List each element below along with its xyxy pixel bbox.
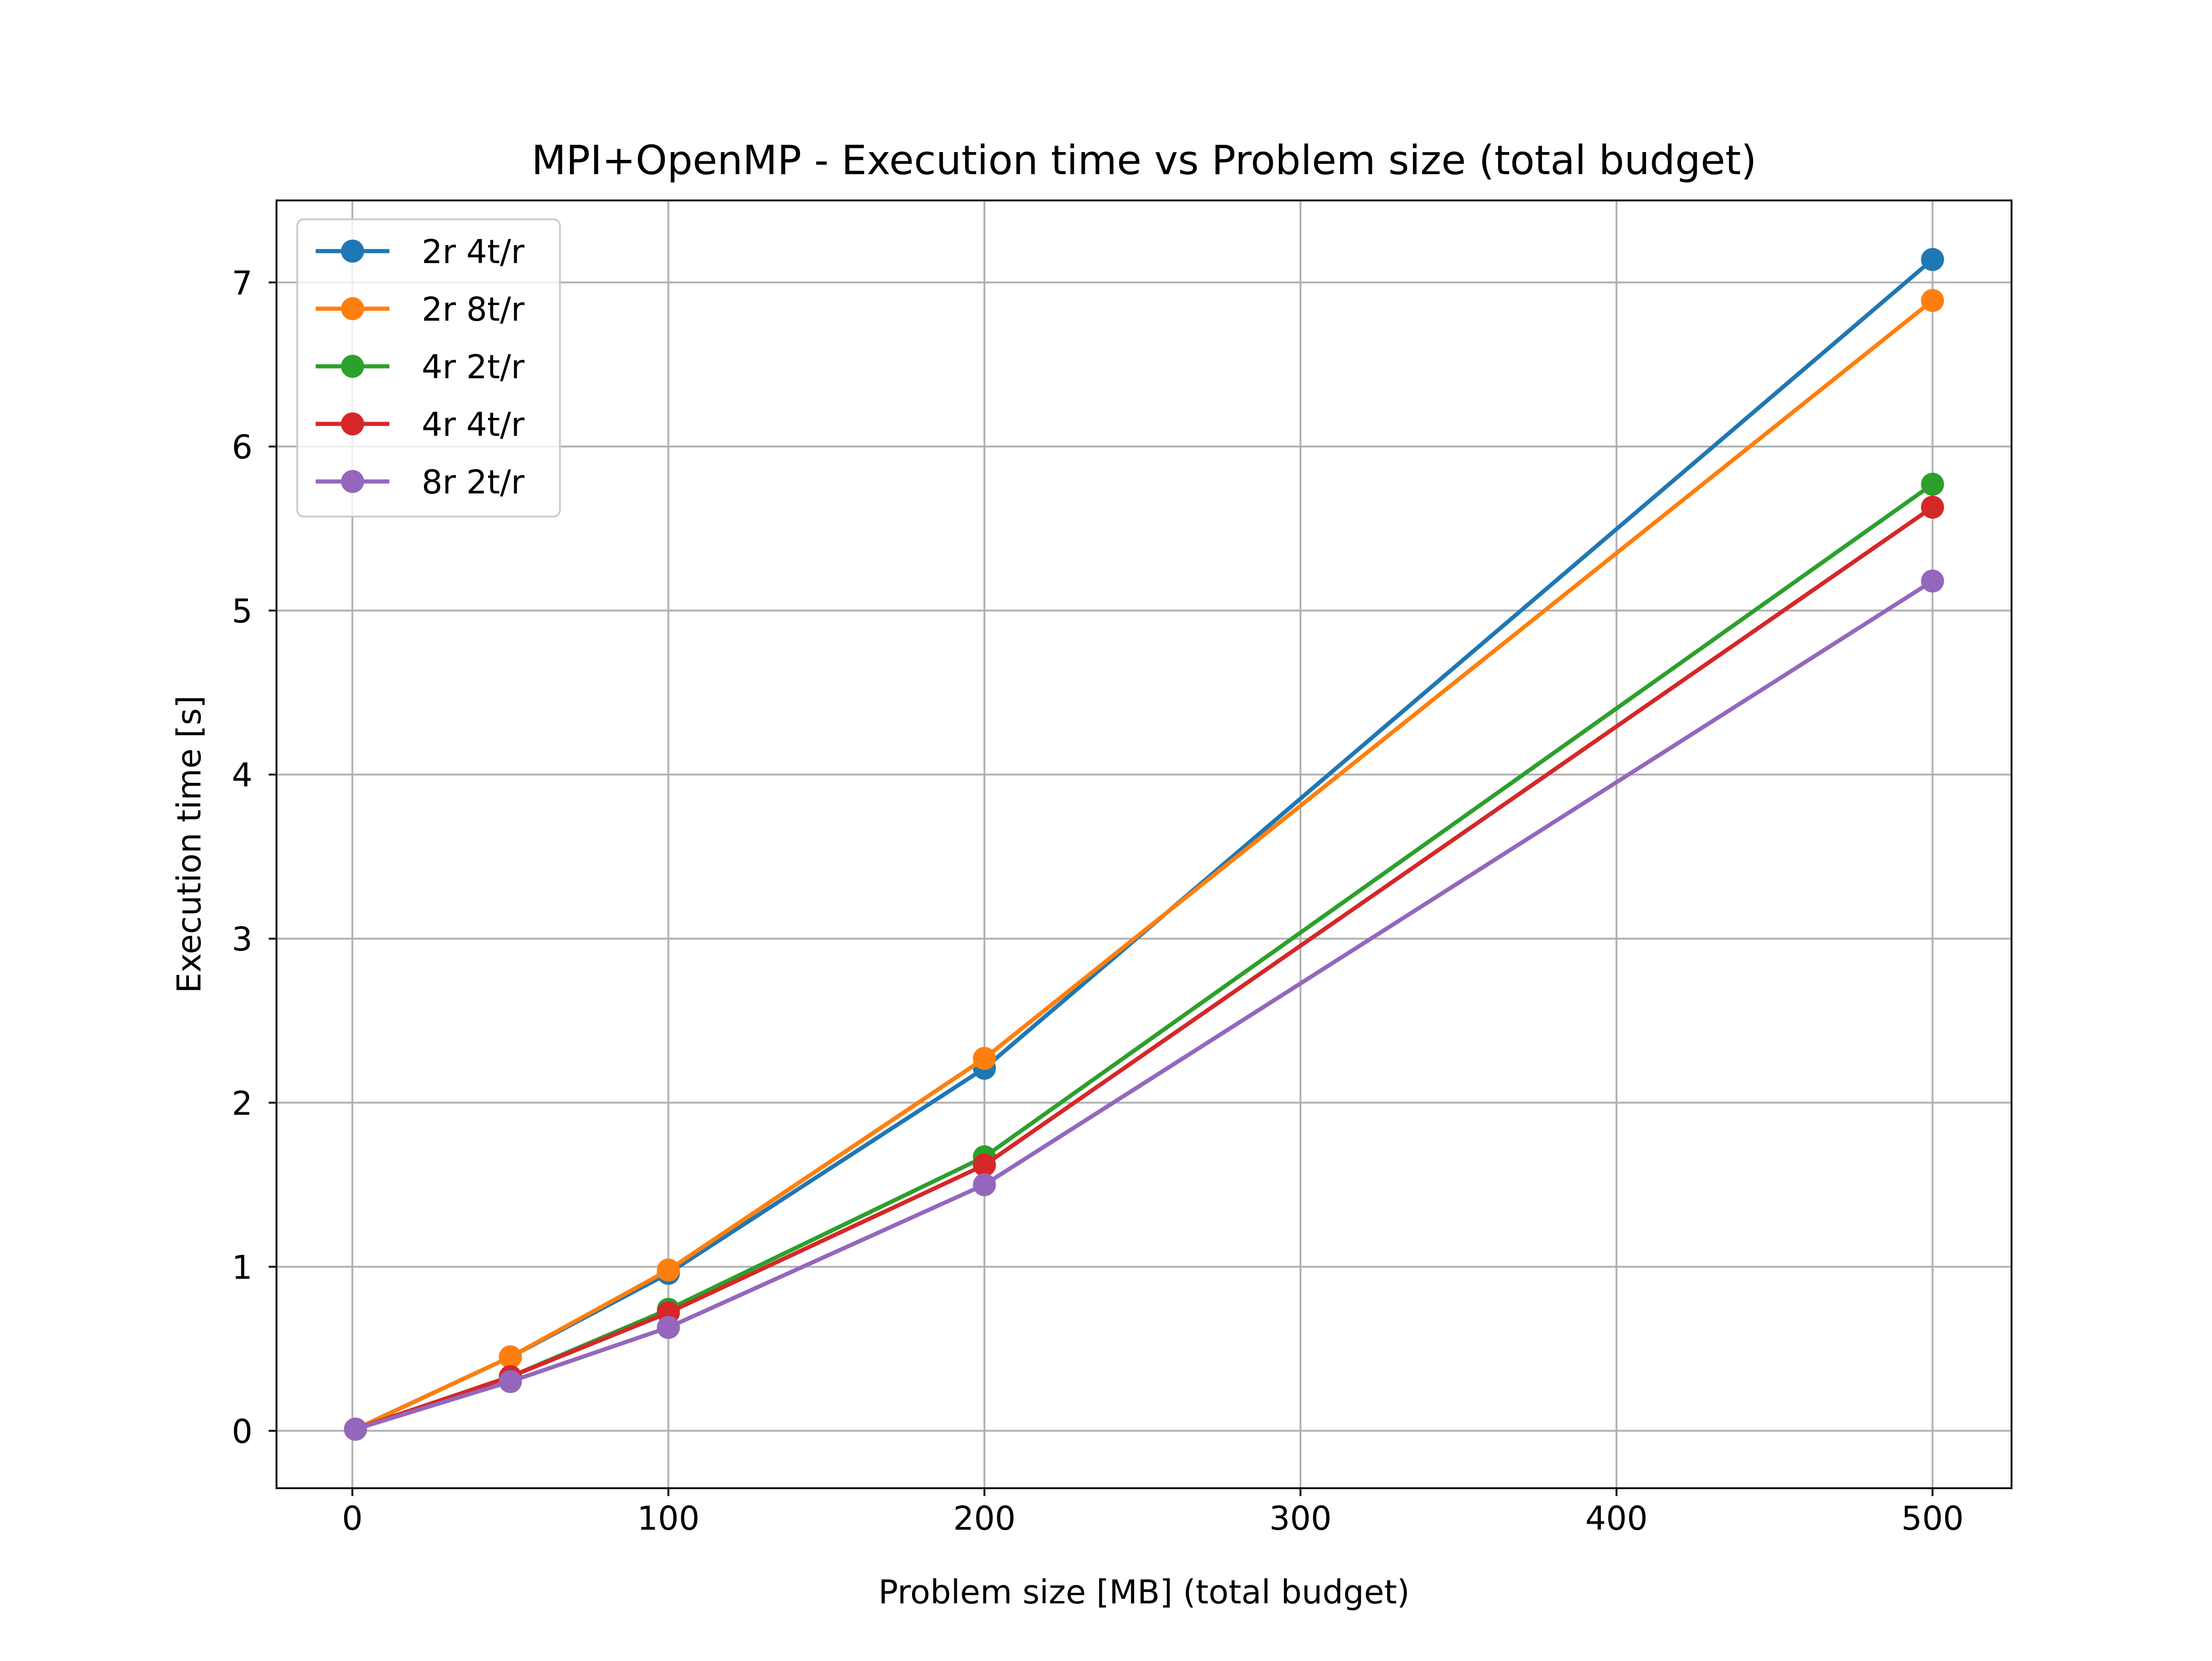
data-point <box>1921 472 1944 496</box>
y-tick-label: 2 <box>232 1084 253 1122</box>
y-tick-label: 1 <box>232 1248 253 1286</box>
chart-title: MPI+OpenMP - Execution time vs Problem s… <box>531 137 1757 184</box>
legend-marker <box>341 240 364 263</box>
data-point <box>973 1173 996 1197</box>
data-point <box>499 1345 522 1369</box>
data-point <box>1921 569 1944 593</box>
legend-marker <box>341 470 364 493</box>
x-tick-label: 400 <box>1585 1499 1648 1538</box>
legend-label: 2r 4t/r <box>422 233 525 271</box>
legend-item: 4r 2t/r <box>316 348 525 386</box>
data-point <box>973 1047 996 1070</box>
legend-item: 8r 2t/r <box>316 463 525 501</box>
legend-label: 2r 8t/r <box>422 290 525 329</box>
grid <box>276 200 2012 1488</box>
y-axis-label: Execution time [s] <box>170 695 208 993</box>
data-point <box>657 1258 680 1282</box>
data-point <box>1921 495 1944 519</box>
data-point <box>1921 289 1944 312</box>
y-tick-label: 0 <box>232 1412 253 1450</box>
data-point <box>344 1417 367 1441</box>
legend-box <box>296 218 561 517</box>
x-tick-label: 500 <box>1901 1499 1964 1538</box>
y-tick-label: 5 <box>232 592 253 630</box>
legend-item: 4r 4t/r <box>316 405 525 444</box>
plot-frame <box>276 200 2012 1489</box>
legend-marker <box>341 297 364 320</box>
x-axis-label: Problem size [MB] (total budget) <box>878 1573 1410 1611</box>
y-tick-label: 4 <box>232 756 253 794</box>
legend-marker <box>341 412 364 435</box>
y-tick-label: 3 <box>232 920 253 958</box>
data-point <box>657 1316 680 1339</box>
y-tick-label: 7 <box>232 264 253 302</box>
y-tick-label: 6 <box>232 428 253 466</box>
data-point <box>973 1153 996 1177</box>
legend-item: 2r 4t/r <box>316 233 525 271</box>
legend: 2r 4t/r 2r 8t/r 4r 2t/r 4r 4t/r 8r 2t/r <box>296 218 561 517</box>
x-tick-label: 100 <box>637 1499 700 1538</box>
legend-label: 4r 2t/r <box>422 348 525 386</box>
legend-item: 2r 8t/r <box>316 290 525 329</box>
legend-marker <box>341 355 364 378</box>
x-tick-label: 200 <box>953 1499 1016 1538</box>
x-tick-label: 300 <box>1269 1499 1332 1538</box>
data-point <box>1921 248 1944 271</box>
data-point <box>499 1370 522 1393</box>
legend-label: 8r 2t/r <box>422 463 525 501</box>
x-tick-label: 0 <box>342 1499 363 1538</box>
series-5 <box>344 569 1944 1441</box>
ticks: 0 100 200 300 400 500 0 1 2 3 4 5 6 7 <box>232 264 1964 1538</box>
series-group <box>344 248 1944 1441</box>
legend-label: 4r 4t/r <box>422 405 525 444</box>
